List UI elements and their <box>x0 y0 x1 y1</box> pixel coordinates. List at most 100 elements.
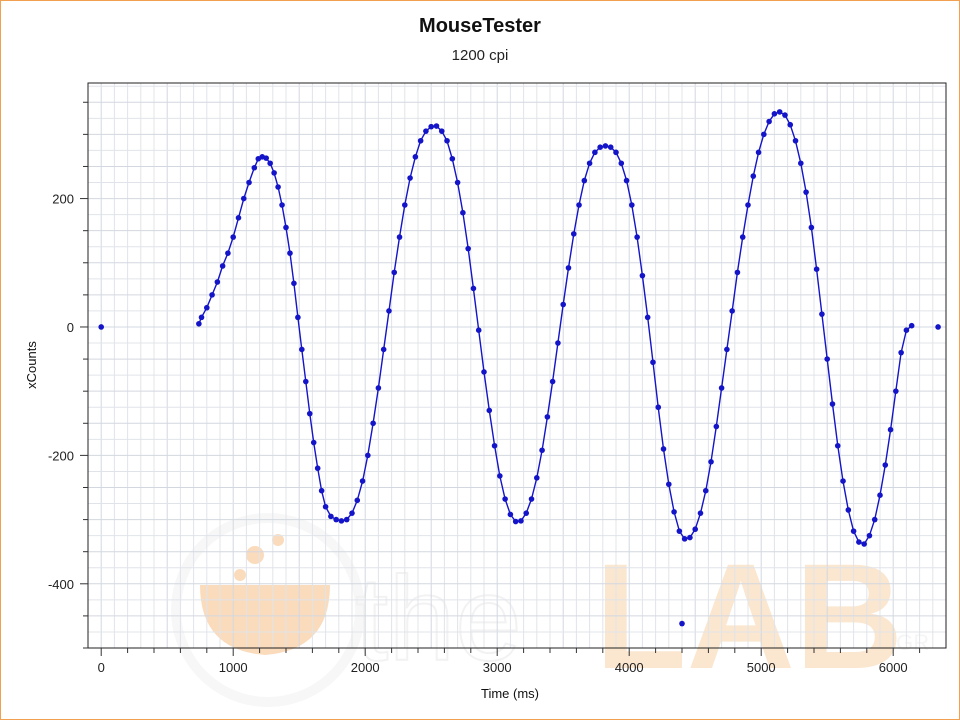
axis-ticks: 0 1000 2000 3000 4000 5000 6000 -400 -200 0 200 <box>48 101 921 675</box>
chart-subtitle: 1200 cpi <box>451 47 509 64</box>
data-point <box>219 263 226 269</box>
data-point <box>745 202 751 208</box>
data-point <box>581 177 588 184</box>
data-point <box>666 481 672 488</box>
data-point <box>338 518 345 524</box>
data-point <box>375 385 382 391</box>
data-point <box>702 487 709 494</box>
data-point <box>235 215 242 221</box>
series-points <box>98 109 941 627</box>
data-point <box>787 121 794 128</box>
data-point <box>306 410 313 417</box>
data-point <box>671 509 677 515</box>
data-point <box>792 137 799 144</box>
data-point <box>230 234 236 240</box>
data-point <box>460 209 466 216</box>
data-point <box>676 528 683 534</box>
data-point <box>322 503 329 510</box>
data-point <box>776 109 783 115</box>
data-point <box>882 462 889 468</box>
data-point <box>877 492 883 498</box>
x-tick-label: 2000 <box>351 660 380 675</box>
data-point <box>602 143 609 149</box>
data-point <box>328 513 334 520</box>
data-point <box>271 170 277 176</box>
data-point <box>819 311 825 317</box>
data-point <box>428 123 435 130</box>
y-axis-label: xCounts <box>24 341 39 389</box>
data-point <box>433 123 440 129</box>
data-point <box>560 301 566 308</box>
data-point <box>354 497 361 504</box>
x-axis-label: Time (ms) <box>481 686 539 701</box>
data-point <box>240 195 247 202</box>
data-point <box>470 285 477 292</box>
data-point <box>438 128 445 134</box>
data-point <box>834 442 841 449</box>
data-point <box>660 446 667 452</box>
data-point <box>444 137 450 144</box>
data-point <box>196 320 202 327</box>
x-tick-label: 1000 <box>219 660 248 675</box>
data-point <box>724 346 730 353</box>
data-point <box>507 511 514 518</box>
data-point <box>283 224 289 231</box>
data-point <box>314 465 321 472</box>
data-point <box>299 346 305 353</box>
watermark-logo: the LAB .GR <box>171 513 929 707</box>
x-tick-label: 3000 <box>483 660 512 675</box>
data-point <box>729 308 735 314</box>
data-point <box>824 356 830 362</box>
data-point <box>475 327 482 333</box>
data-point <box>303 378 309 385</box>
data-point <box>318 487 325 494</box>
data-point <box>803 189 809 195</box>
data-point <box>570 231 577 237</box>
data-point <box>840 478 846 484</box>
watermark-ring <box>171 513 365 707</box>
data-point <box>497 473 503 479</box>
data-point <box>650 359 656 366</box>
data-point <box>734 269 741 276</box>
data-point <box>718 385 725 391</box>
data-point <box>908 322 915 329</box>
data-point <box>750 173 757 179</box>
data-point <box>629 202 635 208</box>
data-point <box>618 160 625 167</box>
data-point <box>204 304 210 311</box>
data-point <box>871 516 878 523</box>
data-point <box>518 518 524 524</box>
data-point <box>225 250 231 256</box>
data-point <box>766 118 772 125</box>
data-point <box>246 179 252 186</box>
data-point <box>214 279 221 285</box>
y-tick-label: 0 <box>67 320 74 335</box>
x-tick-label: 4000 <box>615 660 644 675</box>
data-point <box>829 401 836 407</box>
data-point <box>771 111 778 117</box>
watermark-gr-text: .GR <box>890 630 929 655</box>
data-point <box>481 369 487 375</box>
x-tick-label: 5000 <box>747 660 776 675</box>
data-point <box>402 202 408 208</box>
data-point <box>251 164 258 171</box>
data-point <box>386 308 392 314</box>
data-point <box>486 407 493 414</box>
data-point <box>279 202 285 208</box>
data-point <box>761 131 767 138</box>
x-tick-label: 6000 <box>879 660 908 675</box>
data-point <box>708 459 714 465</box>
data-point <box>597 144 603 151</box>
data-point <box>856 539 862 545</box>
data-point <box>391 269 398 276</box>
data-point <box>275 184 281 190</box>
data-point <box>592 149 598 156</box>
data-point <box>861 541 867 547</box>
data-point <box>813 266 820 272</box>
data-point <box>423 128 429 134</box>
data-point <box>555 340 561 346</box>
data-point <box>310 439 317 446</box>
data-point <box>528 496 535 502</box>
chart-title: MouseTester <box>419 15 541 37</box>
